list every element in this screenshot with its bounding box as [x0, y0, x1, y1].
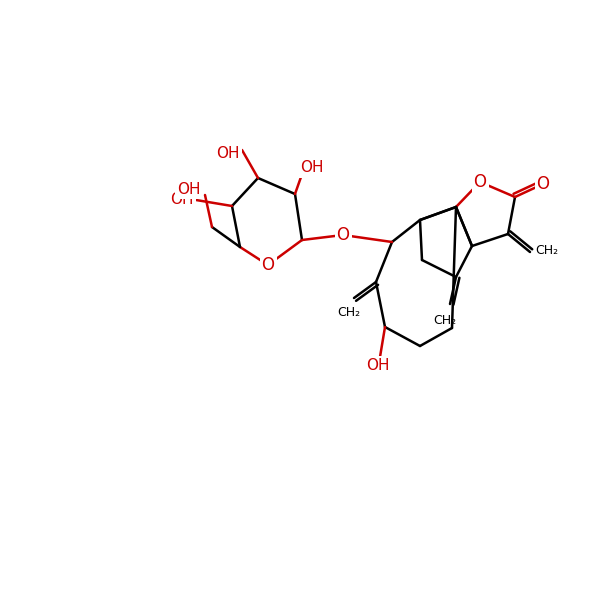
Text: O: O — [262, 256, 275, 274]
Text: OH: OH — [366, 358, 390, 373]
Text: O: O — [536, 175, 550, 193]
Text: CH₂: CH₂ — [535, 244, 558, 257]
Text: OH: OH — [177, 181, 201, 196]
Text: O: O — [473, 173, 487, 191]
Text: OH: OH — [216, 146, 240, 161]
Text: CH₂: CH₂ — [337, 306, 361, 319]
Text: OH: OH — [300, 160, 324, 175]
Text: OH: OH — [170, 193, 194, 208]
Text: O: O — [337, 226, 349, 244]
Text: CH₂: CH₂ — [433, 314, 457, 327]
